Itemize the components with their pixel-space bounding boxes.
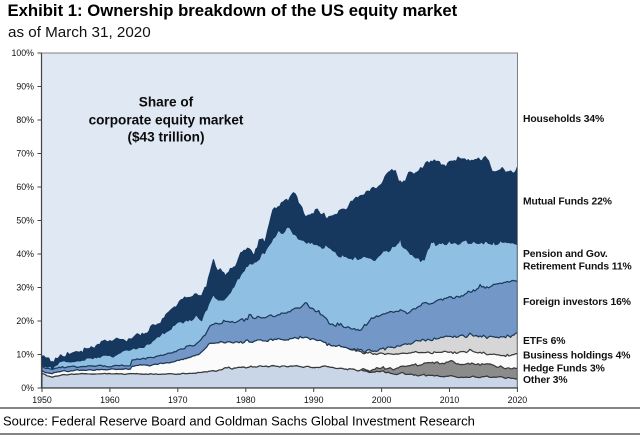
svg-text:40%: 40% [16, 249, 34, 259]
svg-text:Households 34%: Households 34% [523, 114, 604, 125]
svg-text:10%: 10% [16, 350, 34, 360]
svg-text:1990: 1990 [304, 395, 324, 405]
svg-text:Source: Federal Reserve Board: Source: Federal Reserve Board and Goldma… [3, 414, 475, 429]
svg-text:Mutual Funds 22%: Mutual Funds 22% [523, 197, 612, 208]
svg-text:Business holdings 4%: Business holdings 4% [523, 351, 630, 362]
svg-text:1970: 1970 [168, 395, 188, 405]
svg-text:20%: 20% [16, 316, 34, 326]
svg-text:70%: 70% [16, 149, 34, 159]
svg-text:Foreign investors 16%: Foreign investors 16% [523, 297, 631, 308]
svg-text:Other 3%: Other 3% [523, 375, 567, 386]
svg-text:Hedge Funds 3%: Hedge Funds 3% [523, 364, 605, 375]
svg-text:100%: 100% [12, 48, 35, 58]
svg-text:corporate equity market: corporate equity market [89, 112, 244, 127]
svg-text:1950: 1950 [32, 395, 52, 405]
svg-text:ETFs 6%: ETFs 6% [523, 336, 565, 347]
svg-text:2000: 2000 [372, 395, 392, 405]
svg-text:1960: 1960 [100, 395, 120, 405]
svg-text:2020: 2020 [508, 395, 528, 405]
svg-text:Share of: Share of [139, 94, 194, 109]
svg-text:0%: 0% [21, 383, 34, 393]
svg-text:90%: 90% [16, 82, 34, 92]
svg-text:1980: 1980 [236, 395, 256, 405]
svg-text:2010: 2010 [440, 395, 460, 405]
svg-text:80%: 80% [16, 115, 34, 125]
svg-text:30%: 30% [16, 283, 34, 293]
svg-text:50%: 50% [16, 216, 34, 226]
svg-text:Retirement Funds 11%: Retirement Funds 11% [523, 262, 632, 273]
svg-text:Exhibit 1: Ownership breakdown: Exhibit 1: Ownership breakdown of the US… [8, 1, 458, 20]
svg-text:Pension and Gov.: Pension and Gov. [523, 249, 608, 260]
svg-text:as of March 31, 2020: as of March 31, 2020 [8, 24, 151, 41]
svg-text:($43 trillion): ($43 trillion) [127, 129, 204, 144]
svg-text:60%: 60% [16, 182, 34, 192]
